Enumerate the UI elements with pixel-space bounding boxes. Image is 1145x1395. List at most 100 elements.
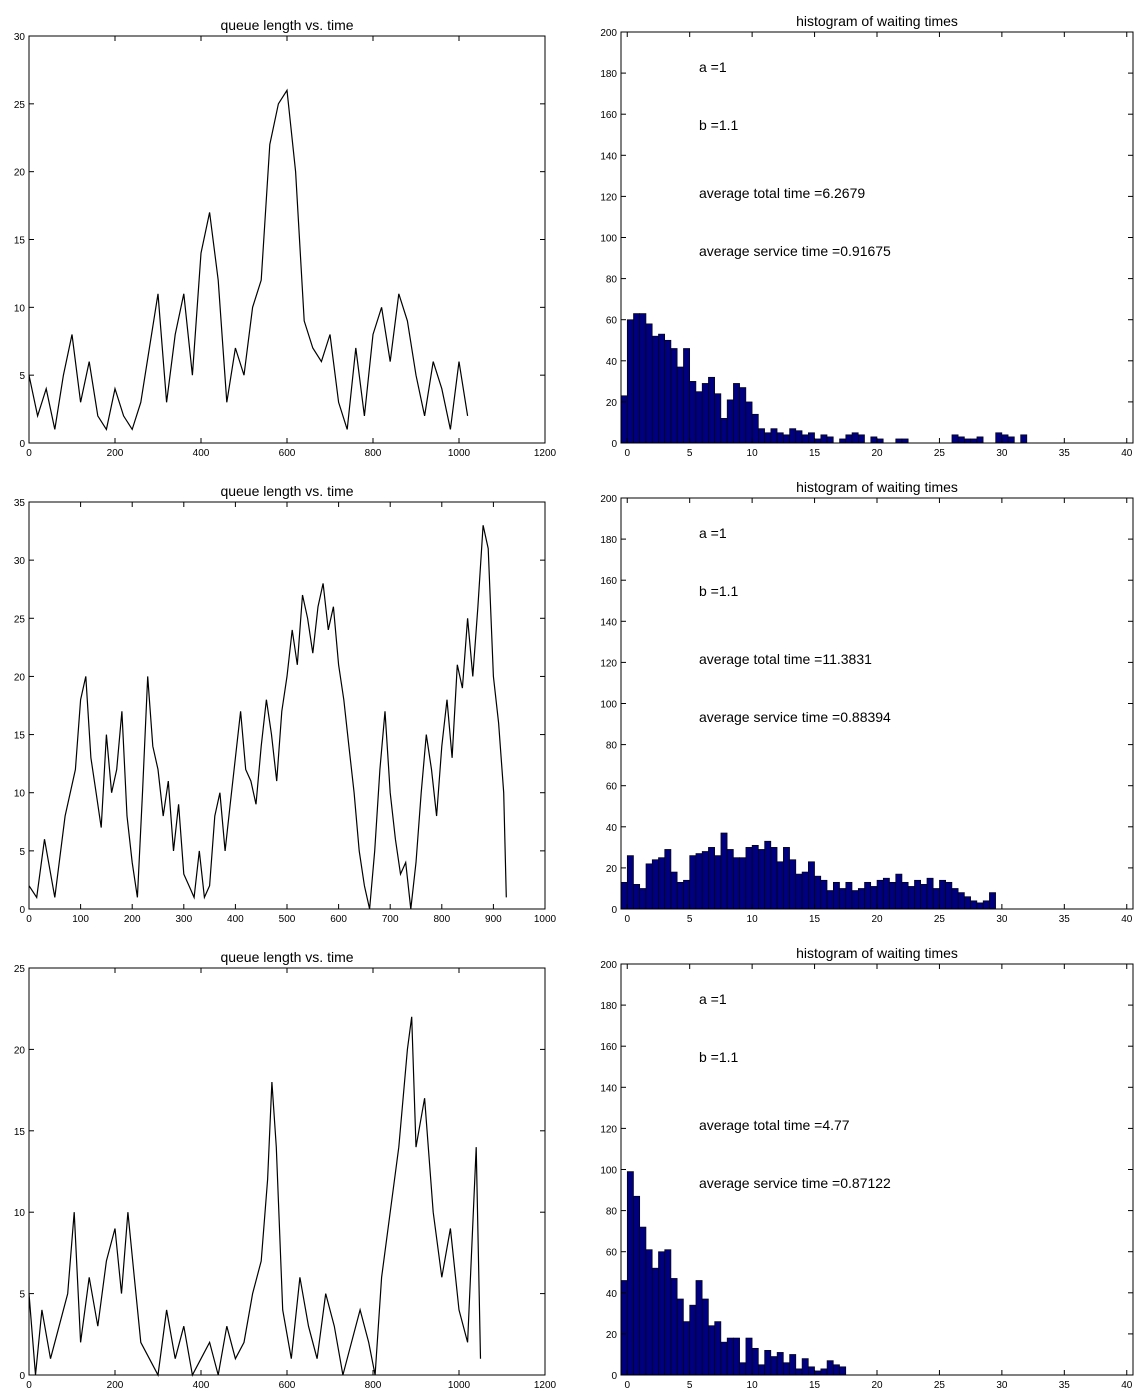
r2-hist-ytick-label: 200 bbox=[600, 494, 617, 505]
r2-hist-ytick-label: 40 bbox=[606, 823, 618, 834]
r2-queue-ytick-label: 25 bbox=[14, 614, 26, 625]
r1-hist-bar bbox=[664, 339, 672, 444]
r1-hist-annotation: b =1.1 bbox=[699, 117, 739, 133]
r3-hist-bar bbox=[658, 1251, 666, 1376]
r2-hist-xtick-label: 35 bbox=[1059, 914, 1071, 925]
r3-queue-xtick-label: 200 bbox=[107, 1380, 124, 1391]
r2-hist-ytick-label: 160 bbox=[600, 576, 617, 587]
r1-queue-ytick-label: 10 bbox=[14, 303, 26, 314]
r1-queue-xtick-label: 1000 bbox=[448, 448, 471, 459]
r3-hist-ytick-label: 40 bbox=[606, 1289, 618, 1300]
r2-hist-bar bbox=[820, 879, 828, 910]
r3-hist-bar bbox=[695, 1280, 703, 1376]
r1-hist-bar bbox=[751, 413, 759, 444]
r1-hist-bar bbox=[626, 319, 634, 444]
r3-hist-bar bbox=[701, 1298, 709, 1376]
r3-hist-bar bbox=[832, 1364, 840, 1376]
r2-hist-xtick-label: 15 bbox=[809, 914, 821, 925]
r2-queue-xtick-label: 300 bbox=[175, 914, 192, 925]
r1-hist-bar bbox=[851, 432, 859, 444]
r3-hist-bar bbox=[626, 1171, 634, 1376]
r2-hist-bar bbox=[633, 884, 641, 910]
r3-hist-bar bbox=[714, 1321, 722, 1376]
r3-hist-bar bbox=[733, 1337, 740, 1376]
r2-hist-bar bbox=[832, 881, 840, 910]
r2-hist-annotation: average service time =0.88394 bbox=[699, 709, 891, 725]
r2-hist-xtick-label: 0 bbox=[624, 914, 630, 925]
r2-hist-bar bbox=[976, 902, 984, 910]
r3-hist-bar bbox=[795, 1368, 803, 1376]
r2-queue-xtick-label: 400 bbox=[227, 914, 244, 925]
r1-hist-xtick-label: 20 bbox=[871, 448, 883, 459]
r2-queue-xtick-label: 0 bbox=[26, 914, 32, 925]
r2-hist-bar bbox=[851, 890, 859, 910]
r2-hist-bar bbox=[689, 855, 697, 910]
r1-queue-ytick-label: 15 bbox=[14, 236, 26, 247]
r3-hist-xtick-label: 25 bbox=[934, 1380, 946, 1391]
r1-hist-plot: histogram of waiting times a =1 b =1.1 aver… bbox=[600, 13, 1134, 459]
r1-hist-bar bbox=[1020, 434, 1028, 444]
r1-hist-bar bbox=[1007, 436, 1015, 444]
r1-hist-bar bbox=[1001, 434, 1009, 444]
r2-hist-bar bbox=[758, 849, 765, 910]
r2-queue-xtick-label: 1000 bbox=[534, 914, 557, 925]
r1-hist-bar bbox=[639, 313, 647, 444]
r2-hist-bar bbox=[901, 881, 909, 910]
r1-hist-ytick-label: 140 bbox=[600, 151, 617, 162]
r3-hist-xtick-label: 0 bbox=[624, 1380, 630, 1391]
r1-hist-xtick-label: 25 bbox=[934, 448, 946, 459]
r2-hist-bar bbox=[751, 844, 759, 910]
r2-hist-bar bbox=[620, 881, 628, 910]
r1-hist-xtick-label: 30 bbox=[996, 448, 1008, 459]
r3-hist-bar bbox=[689, 1304, 697, 1376]
r2-queue-xtick-label: 700 bbox=[382, 914, 399, 925]
r1-queue-ytick-label: 5 bbox=[19, 371, 25, 382]
r2-hist-bar bbox=[714, 855, 722, 910]
r2-hist-ytick-label: 80 bbox=[606, 741, 618, 752]
r1-hist-bar bbox=[695, 391, 703, 444]
r1-hist-bar bbox=[820, 434, 828, 444]
r3-hist-bar bbox=[676, 1298, 684, 1376]
r1-queue-title: queue length vs. time bbox=[220, 17, 353, 33]
r3-queue-ytick-label: 15 bbox=[14, 1127, 26, 1138]
r2-queue-series-line bbox=[28, 525, 507, 910]
r2-hist-bar bbox=[939, 879, 946, 910]
r3-queue-ytick-label: 10 bbox=[14, 1208, 26, 1219]
r2-hist-bar bbox=[645, 863, 653, 910]
r1-hist-bar bbox=[714, 393, 722, 444]
r2-hist-bar bbox=[708, 847, 715, 910]
r2-hist-bar bbox=[658, 857, 666, 910]
r2-queue-axes-frame bbox=[28, 501, 546, 910]
r2-hist-bar bbox=[626, 855, 634, 910]
r1-hist-ytick-label: 20 bbox=[606, 398, 618, 409]
r1-hist-bar bbox=[801, 434, 809, 444]
r2-hist-bar bbox=[907, 886, 915, 910]
r2-hist-ytick-label: 20 bbox=[606, 864, 618, 875]
r2-hist-xtick-label: 10 bbox=[747, 914, 759, 925]
r2-hist-bar bbox=[920, 884, 928, 910]
r2-hist-annotation: b =1.1 bbox=[699, 583, 739, 599]
r3-hist-bar bbox=[720, 1341, 728, 1376]
r2-hist-bar bbox=[695, 853, 703, 910]
r1-hist-bar bbox=[995, 432, 1003, 444]
r1-hist-bar bbox=[708, 376, 715, 444]
r1-hist-bar bbox=[901, 438, 909, 444]
r2-hist-annotation: average total time =11.3831 bbox=[699, 651, 872, 667]
r1-hist-annotation: a =1 bbox=[699, 59, 727, 75]
r3-hist-bar bbox=[639, 1226, 647, 1376]
r1-hist-bar bbox=[683, 348, 690, 444]
r2-hist-ytick-label: 180 bbox=[600, 535, 617, 546]
r3-queue-ytick-label: 20 bbox=[14, 1045, 26, 1056]
r3-hist-ytick-label: 180 bbox=[600, 1001, 617, 1012]
r1-hist-bar bbox=[845, 434, 853, 444]
r2-queue-title: queue length vs. time bbox=[220, 483, 353, 499]
r2-hist-bar bbox=[733, 857, 740, 910]
r1-hist-bar bbox=[826, 436, 834, 444]
r1-hist-ytick-label: 200 bbox=[600, 28, 617, 39]
r3-hist-bar bbox=[633, 1195, 641, 1376]
r3-hist-annotation: b =1.1 bbox=[699, 1049, 739, 1065]
r3-queue-xtick-label: 0 bbox=[26, 1380, 32, 1391]
r1-hist-ytick-label: 180 bbox=[600, 69, 617, 80]
r3-hist-annotation: average service time =0.87122 bbox=[699, 1175, 891, 1191]
